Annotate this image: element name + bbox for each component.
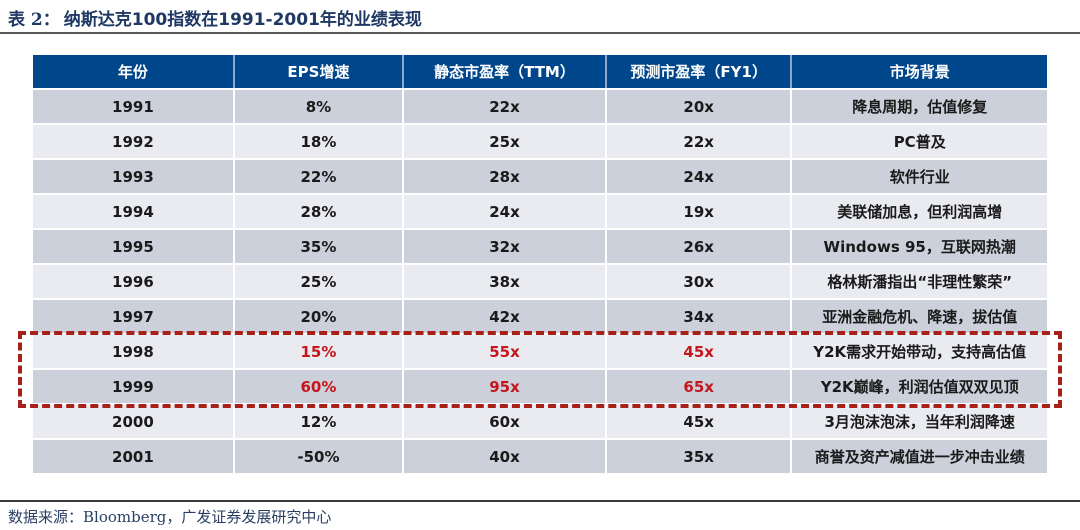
cell-pe-fy1: 45x: [607, 405, 793, 438]
cell-eps-growth: 20%: [235, 300, 405, 333]
cell-market-background: Y2K巅峰，利润估值双双见顶: [820, 378, 1019, 396]
cell-pe-ttm: 24x: [404, 195, 607, 228]
cell-pe-ttm: 38x: [404, 265, 607, 298]
cell-year: 1993: [33, 160, 235, 193]
table-number-label: 表 2：: [8, 10, 60, 30]
table-header-row: 年份 EPS增速 静态市盈率（TTM） 预测市盈率（FY1） 市场背景: [33, 55, 1047, 88]
table-body: 1991 8% 22x 20x 降息周期，估值修复 1992 18% 25x 22x PC普及 19…: [33, 90, 1047, 473]
table-row-1996: 1996 25% 38x 30x 格林斯潘指出“非理性繁荣”: [33, 265, 1047, 298]
cell-eps-growth: 25%: [235, 265, 405, 298]
cell-eps-growth: 8%: [235, 90, 405, 123]
header-market-background: 市场背景: [889, 63, 950, 81]
cell-pe-fy1: 20x: [607, 90, 793, 123]
cell-pe-fy1: 26x: [607, 230, 793, 263]
performance-table: 年份 EPS增速 静态市盈率（TTM） 预测市盈率（FY1） 市场背景 1991…: [33, 55, 1047, 475]
header-eps-growth: EPS增速: [235, 55, 405, 88]
cell-market-background: Y2K需求开始带动，支持高估值: [813, 343, 1027, 361]
cell-market-background: 软件行业: [889, 168, 950, 186]
cell-year: 2000: [33, 405, 235, 438]
title-divider: [0, 32, 1080, 34]
cell-pe-ttm: 42x: [404, 300, 607, 333]
cell-year: 1997: [33, 300, 235, 333]
table-title-text: 纳斯达克100指数在1991-2001年的业绩表现: [63, 10, 422, 30]
cell-market-background: PC普及: [893, 133, 946, 151]
cell-market-background: 商誉及资产减值进一步冲击业绩: [814, 448, 1025, 466]
cell-year: 2001: [33, 440, 235, 473]
cell-pe-fy1: 65x: [607, 370, 793, 403]
footer-divider: [0, 500, 1080, 502]
cell-pe-ttm: 60x: [404, 405, 607, 438]
cell-year: 1998: [33, 335, 235, 368]
cell-eps-growth: 12%: [235, 405, 405, 438]
cell-market-background: 格林斯潘指出“非理性繁荣”: [827, 273, 1013, 291]
table-row-1999: 1999 60% 95x 65x Y2K巅峰，利润估值双双见顶: [33, 370, 1047, 403]
table-title: 表 2： 纳斯达克100指数在1991-2001年的业绩表现: [8, 5, 422, 30]
cell-year: 1995: [33, 230, 235, 263]
cell-pe-fy1: 34x: [607, 300, 793, 333]
cell-pe-fy1: 35x: [607, 440, 793, 473]
cell-eps-growth: 22%: [235, 160, 405, 193]
cell-market-background: 亚洲金融危机、降速，拔估值: [822, 308, 1018, 326]
cell-pe-ttm: 55x: [404, 335, 607, 368]
header-pe-ttm: 静态市盈率（TTM）: [404, 55, 607, 88]
table-row-2001: 2001 -50% 40x 35x 商誉及资产减值进一步冲击业绩: [33, 440, 1047, 473]
cell-pe-ttm: 40x: [404, 440, 607, 473]
table-row-2000: 2000 12% 60x 45x 3月泡沫泡沫，当年利润降速: [33, 405, 1047, 438]
header-pe-fy1: 预测市盈率（FY1）: [607, 55, 793, 88]
cell-pe-ttm: 32x: [404, 230, 607, 263]
cell-eps-growth: 60%: [235, 370, 405, 403]
cell-market-background: 降息周期，估值修复: [852, 98, 988, 116]
cell-year: 1994: [33, 195, 235, 228]
cell-market-background: 美联储加息，但利润高增: [837, 203, 1003, 221]
table-row-1994: 1994 28% 24x 19x 美联储加息，但利润高增: [33, 195, 1047, 228]
cell-eps-growth: 28%: [235, 195, 405, 228]
cell-pe-fy1: 19x: [607, 195, 793, 228]
cell-pe-ttm: 22x: [404, 90, 607, 123]
source-note: 数据来源：Bloomberg，广发证券发展研究中心: [8, 508, 332, 526]
table-row-1993: 1993 22% 28x 24x 软件行业: [33, 160, 1047, 193]
cell-year: 1999: [33, 370, 235, 403]
table-row-1995: 1995 35% 32x 26x Windows 95，互联网热潮: [33, 230, 1047, 263]
cell-eps-growth: 15%: [235, 335, 405, 368]
table-row-1991: 1991 8% 22x 20x 降息周期，估值修复: [33, 90, 1047, 123]
table-row-1997: 1997 20% 42x 34x 亚洲金融危机、降速，拔估值: [33, 300, 1047, 333]
cell-year: 1996: [33, 265, 235, 298]
header-year: 年份: [33, 55, 235, 88]
cell-year: 1991: [33, 90, 235, 123]
cell-market-background: 3月泡沫泡沫，当年利润降速: [824, 413, 1015, 431]
cell-pe-ttm: 95x: [404, 370, 607, 403]
cell-pe-fy1: 24x: [607, 160, 793, 193]
cell-eps-growth: 18%: [235, 125, 405, 158]
cell-pe-fy1: 30x: [607, 265, 793, 298]
cell-pe-ttm: 25x: [404, 125, 607, 158]
cell-pe-fy1: 22x: [607, 125, 793, 158]
table-row-1992: 1992 18% 25x 22x PC普及: [33, 125, 1047, 158]
cell-pe-ttm: 28x: [404, 160, 607, 193]
cell-eps-growth: 35%: [235, 230, 405, 263]
cell-market-background: Windows 95，互联网热潮: [823, 238, 1016, 256]
cell-pe-fy1: 45x: [607, 335, 793, 368]
cell-eps-growth: -50%: [235, 440, 405, 473]
cell-year: 1992: [33, 125, 235, 158]
table-row-1998: 1998 15% 55x 45x Y2K需求开始带动，支持高估值: [33, 335, 1047, 368]
